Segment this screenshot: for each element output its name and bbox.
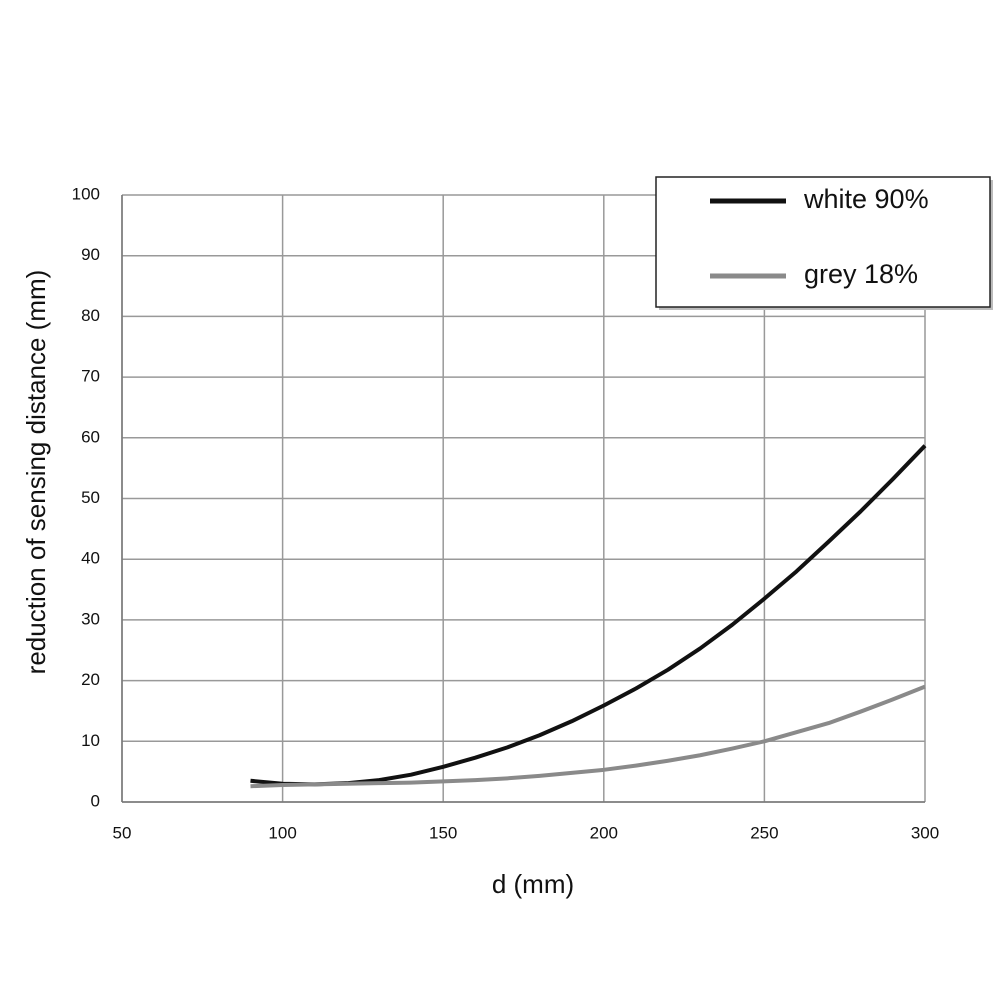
- legend: [655, 176, 991, 308]
- y-tick-label: 70: [81, 367, 100, 386]
- series-line: [250, 444, 927, 787]
- x-axis-title: d (mm): [492, 869, 574, 899]
- x-tick-label: 300: [911, 823, 939, 842]
- y-tick-label: 0: [91, 791, 100, 810]
- y-tick-label: 10: [81, 731, 100, 750]
- y-tick-label: 90: [81, 245, 100, 264]
- y-tick-label: 100: [72, 184, 100, 203]
- legend-label: white 90%: [803, 184, 929, 214]
- legend-label: grey 18%: [804, 259, 918, 289]
- y-tick-label: 20: [81, 670, 100, 689]
- y-tick-label: 60: [81, 427, 100, 446]
- y-tick-label: 30: [81, 609, 100, 628]
- x-tick-label: 250: [750, 823, 778, 842]
- x-tick-label: 150: [429, 823, 457, 842]
- y-tick-label: 80: [81, 306, 100, 325]
- x-tick-label: 200: [590, 823, 618, 842]
- y-tick-label: 50: [81, 488, 100, 507]
- y-tick-label: 40: [81, 549, 100, 568]
- x-tick-label: 100: [268, 823, 296, 842]
- y-axis-title: reduction of sensing distance (mm): [21, 270, 51, 675]
- x-tick-label: 50: [113, 823, 132, 842]
- series-line: [250, 684, 926, 789]
